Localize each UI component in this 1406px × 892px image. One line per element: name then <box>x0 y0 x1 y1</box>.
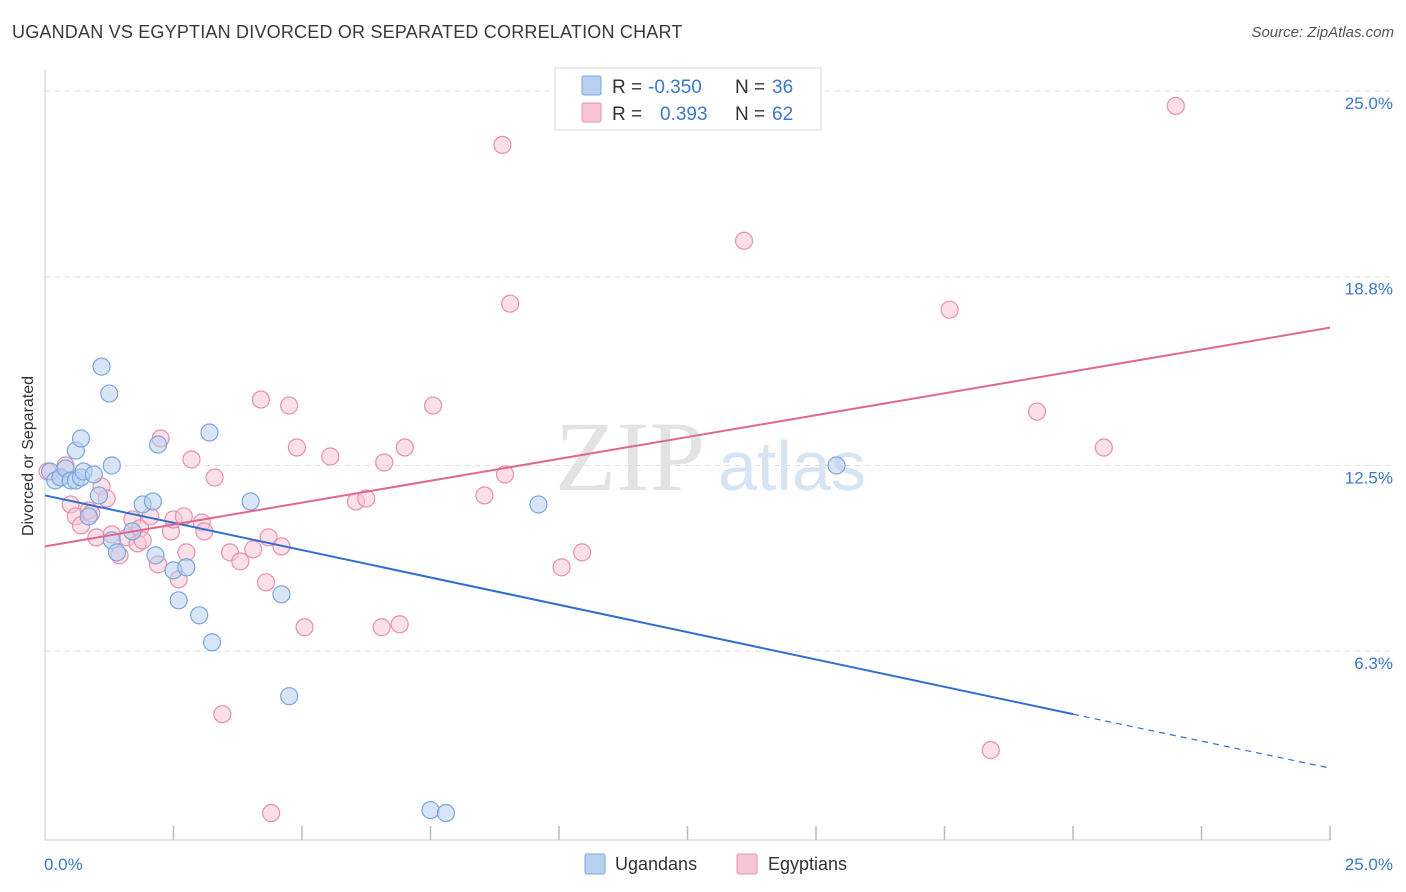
data-point <box>981 741 1000 760</box>
bottom-legend-label-egyptians: Egyptians <box>768 854 847 874</box>
bottom-legend: Ugandans Egyptians <box>584 853 847 875</box>
data-point <box>357 489 376 508</box>
data-point <box>89 486 109 505</box>
data-point <box>321 447 340 466</box>
y-axis-label: Divorced or Separated <box>20 376 37 536</box>
data-point <box>190 606 209 625</box>
y-tick-label: 18.8% <box>1345 280 1393 299</box>
data-point <box>280 687 299 706</box>
data-point <box>573 543 592 562</box>
data-point <box>107 543 127 562</box>
data-point <box>200 423 219 442</box>
data-point <box>213 705 232 724</box>
data-point <box>501 294 520 313</box>
data-point <box>244 540 263 559</box>
data-point <box>100 384 119 403</box>
data-point <box>1094 438 1113 457</box>
data-point <box>79 507 98 526</box>
data-point <box>734 231 754 250</box>
data-point <box>262 803 281 823</box>
data-point <box>92 357 111 376</box>
legend-r-label-egyptians: R = <box>612 104 642 125</box>
data-point <box>295 618 314 637</box>
data-point <box>423 396 443 415</box>
legend-swatch-ugandans <box>581 75 602 96</box>
watermark: ZIP atlas <box>555 401 866 512</box>
legend-box: R = -0.350 N = 36 R = 0.393 N = 62 <box>554 67 822 131</box>
legend-n-label-egyptians: N = <box>735 104 765 125</box>
data-point <box>272 585 291 604</box>
data-point <box>102 456 121 475</box>
data-point <box>241 492 260 511</box>
data-point <box>202 633 222 652</box>
data-point <box>375 453 394 472</box>
data-point <box>395 438 414 457</box>
data-point <box>495 465 515 484</box>
data-point <box>256 573 276 592</box>
data-point <box>148 435 168 454</box>
data-point <box>827 456 846 475</box>
data-point <box>84 465 103 484</box>
ugandans-trend-line <box>44 494 1074 716</box>
ugandans-points <box>41 357 846 823</box>
data-point <box>146 546 165 565</box>
chart-title: UGANDAN VS EGYPTIAN DIVORCED OR SEPARATE… <box>12 22 683 42</box>
y-tick-labels: 6.3% 12.5% 18.8% 25.0% <box>1345 94 1393 673</box>
x-tick-label-right: 25.0% <box>1345 855 1393 874</box>
data-point <box>169 591 188 610</box>
data-point <box>493 135 512 155</box>
legend-n-value-ugandans: 36 <box>772 77 793 98</box>
data-point <box>205 468 224 487</box>
data-point <box>372 618 391 637</box>
legend-n-label-ugandans: N = <box>735 77 765 98</box>
data-point <box>251 390 270 409</box>
trend-lines <box>44 326 1331 769</box>
grid-lines <box>45 90 1392 652</box>
legend-n-value-egyptians: 62 <box>772 104 793 125</box>
data-point <box>280 396 299 415</box>
data-point <box>940 300 959 319</box>
legend-r-value-ugandans: -0.350 <box>648 77 702 98</box>
data-point <box>143 492 163 511</box>
data-point <box>529 495 548 514</box>
y-tick-label: 6.3% <box>1354 654 1393 673</box>
data-point <box>1166 96 1185 116</box>
data-point <box>421 800 440 820</box>
bottom-legend-label-ugandans: Ugandans <box>615 854 697 874</box>
source-label: Source: ZipAtlas.com <box>1251 24 1394 41</box>
data-point <box>287 438 306 457</box>
legend-r-label-ugandans: R = <box>612 77 642 98</box>
bottom-legend-swatch-egyptians <box>736 853 758 875</box>
y-tick-label: 12.5% <box>1345 468 1393 487</box>
data-point <box>436 803 456 823</box>
data-point <box>231 552 250 571</box>
legend-swatch-egyptians <box>581 102 602 123</box>
x-tick-label-left: 0.0% <box>44 855 83 874</box>
watermark-zip: ZIP <box>555 401 705 512</box>
bottom-legend-swatch-ugandans <box>584 853 606 875</box>
ugandans-trend-extension <box>1072 713 1331 769</box>
data-point <box>71 429 91 448</box>
egyptians-trend-line <box>44 326 1331 548</box>
data-point <box>182 450 201 469</box>
data-point <box>177 558 196 577</box>
data-point <box>552 558 571 577</box>
axes <box>44 70 1331 841</box>
data-point <box>390 615 409 634</box>
legend-r-value-egyptians: 0.393 <box>660 104 708 125</box>
data-point <box>475 486 494 505</box>
y-tick-label: 25.0% <box>1345 94 1393 113</box>
data-point <box>1027 402 1047 421</box>
